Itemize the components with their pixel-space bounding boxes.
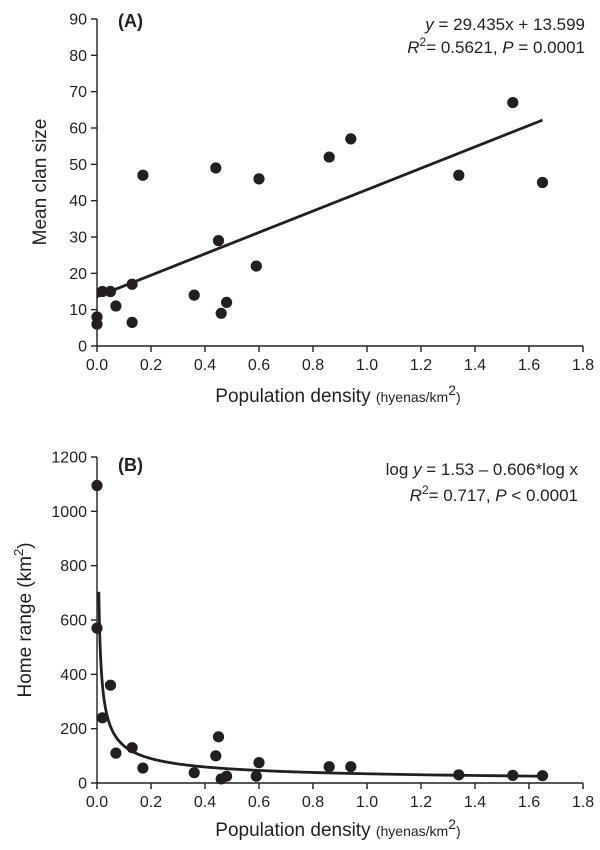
panel-a-regression-line xyxy=(96,118,544,298)
panel-b-data-point xyxy=(188,767,200,779)
panel-b-data-point xyxy=(345,761,357,773)
panel-a-data-point xyxy=(126,278,138,290)
panel-b-data-point xyxy=(323,761,335,773)
panel-b-x-tick-label: 1.8 xyxy=(572,794,594,811)
panel-a-x-tick-label: 0.0 xyxy=(86,357,108,374)
panel-a-y-axis-title: Mean clan size xyxy=(30,119,51,246)
panel-b-x-tick-label: 1.0 xyxy=(356,794,378,811)
panel-b-y-tick-label: 200 xyxy=(60,721,87,738)
panel-b-data-point xyxy=(453,769,465,781)
panel-b-data-point xyxy=(91,479,103,492)
panel-b-x-tick-label: 1.2 xyxy=(410,794,432,811)
panel-a-data-point xyxy=(96,285,108,298)
panel-a-y-tick-label: 70 xyxy=(69,84,87,101)
panel-b-data-point xyxy=(126,742,138,754)
panel-a-x-tick-label: 0.2 xyxy=(140,357,162,374)
panel-a-data-point xyxy=(250,260,262,272)
panel-b-data-point xyxy=(536,770,549,782)
panel-b-y-tick-label: 0 xyxy=(78,776,87,793)
panel-b-x-tick-label: 0.8 xyxy=(302,794,324,811)
panel-a-y-tick-label: 40 xyxy=(69,193,87,210)
panel-a-data-point xyxy=(110,300,122,312)
panel-b-home-range: 0 200 400 600 800 1000 1200 0.0 0.2 0.4 0.6 0.8 1.0 1… xyxy=(11,450,594,842)
panel-b-y-tick-label: 800 xyxy=(60,558,87,575)
panel-b-points xyxy=(91,479,549,785)
panel-b-data-point xyxy=(250,770,262,782)
panel-b-x-tick-label: 1.6 xyxy=(518,794,540,811)
panel-a-data-point xyxy=(91,318,103,330)
panel-b-fit-curve-group xyxy=(97,591,543,778)
panel-b-x-tick-label: 0.2 xyxy=(140,794,162,811)
panel-a-x-axis-title: Population density (hyenas/km2) xyxy=(215,382,460,407)
panel-a-data-point xyxy=(137,169,149,181)
panel-a-y-tick-label: 80 xyxy=(69,48,87,65)
panel-a-data-point xyxy=(104,285,117,298)
panel-a-label: (A) xyxy=(118,11,143,31)
panel-b-data-point xyxy=(210,750,222,762)
panel-a-y-tick-label: 50 xyxy=(69,157,87,174)
panel-a-y-tick-label: 30 xyxy=(69,230,87,247)
panel-a-data-point xyxy=(215,307,227,319)
panel-b-y-axis-title: Home range (km2) xyxy=(11,542,36,697)
panel-a-fit-line-group xyxy=(96,118,544,298)
panel-a-x-tick-label: 0.4 xyxy=(194,357,216,374)
panel-a-y-tick-label: 0 xyxy=(78,339,87,356)
panel-a-x-tick-label: 1.8 xyxy=(572,357,594,374)
panel-b-data-point xyxy=(104,679,117,691)
panel-a-data-point xyxy=(453,169,465,181)
panel-a-data-point xyxy=(507,96,519,109)
panel-b-stats: R2= 0.717, P < 0.0001 xyxy=(410,483,578,505)
panel-b-x-tick-label: 0.6 xyxy=(248,794,270,811)
panel-a-data-point xyxy=(212,235,225,247)
panel-a-equation: y = 29.435x + 13.599 xyxy=(424,15,585,34)
panel-a-axes: 0 10 20 30 40 50 60 70 80 90 0.0 0.2 0.4 0.6 0.8 1.0 1.2… xyxy=(69,12,594,375)
panel-b-x-tick-label: 0.0 xyxy=(86,794,108,811)
panel-b-y-tick-label: 1200 xyxy=(51,450,87,467)
panel-b-equation: log y = 1.53 – 0.606*log x xyxy=(386,460,579,479)
panel-a-data-point xyxy=(126,316,138,328)
panel-a-data-point xyxy=(210,162,222,174)
panel-a-points xyxy=(91,96,549,330)
panel-a-data-point xyxy=(345,133,357,145)
panel-a-x-tick-label: 1.4 xyxy=(464,357,486,374)
panel-a-x-tick-label: 1.0 xyxy=(356,357,378,374)
panel-b-data-point xyxy=(507,769,519,781)
panel-a-stats: R2= 0.5621, P = 0.0001 xyxy=(407,35,585,57)
panel-a-data-point xyxy=(536,176,549,189)
panel-b-x-tick-label: 1.4 xyxy=(464,794,486,811)
panel-a-x-tick-label: 0.6 xyxy=(248,357,270,374)
panel-b-data-point xyxy=(110,747,122,759)
panel-b-data-point xyxy=(212,731,225,743)
panel-a-y-tick-label: 90 xyxy=(69,12,87,29)
panel-a-data-point xyxy=(323,151,335,163)
panel-b-regression-curve xyxy=(97,591,543,778)
panel-a-y-tick-label: 60 xyxy=(69,121,87,138)
panel-a-x-tick-label: 0.8 xyxy=(302,357,324,374)
panel-a-y-tick-label: 10 xyxy=(69,302,87,319)
panel-a-data-point xyxy=(221,296,233,308)
panel-b-axes: 0 200 400 600 800 1000 1200 0.0 0.2 0.4 0.6 0.8 1.0 1… xyxy=(51,450,594,812)
panel-a-data-point xyxy=(253,173,265,185)
panel-a-x-tick-label: 1.6 xyxy=(518,357,540,374)
panel-b-x-tick-label: 0.4 xyxy=(194,794,216,811)
panel-a-mean-clan-size: 0 10 20 30 40 50 60 70 80 90 0.0 0.2 0.4 0.6 0.8 1.0 1.2… xyxy=(30,11,594,407)
panel-b-y-tick-label: 400 xyxy=(60,667,87,684)
panel-b-label: (B) xyxy=(118,455,143,475)
panel-b-x-axis-title: Population density (hyenas/km2) xyxy=(215,816,460,841)
panel-b-data-point xyxy=(253,757,265,769)
panel-b-data-point xyxy=(137,762,149,774)
panel-b-data-point xyxy=(221,770,233,782)
panel-b-data-point xyxy=(91,622,103,634)
panel-b-y-tick-label: 1000 xyxy=(51,504,87,521)
panel-b-data-point xyxy=(96,712,108,724)
panel-a-data-point xyxy=(188,289,200,301)
panel-a-x-tick-label: 1.2 xyxy=(410,357,432,374)
panel-a-y-tick-label: 20 xyxy=(69,266,87,283)
panel-b-y-tick-label: 600 xyxy=(60,613,87,630)
